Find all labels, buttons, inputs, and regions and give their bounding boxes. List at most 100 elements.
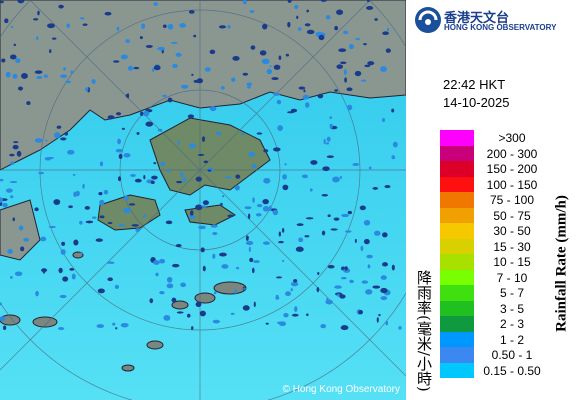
echo	[21, 72, 28, 79]
echo	[298, 86, 306, 90]
echo	[259, 50, 267, 56]
range-rings	[0, 0, 406, 400]
echo	[67, 149, 75, 155]
echo	[51, 37, 57, 40]
echo	[53, 132, 61, 139]
logo-en: HONG KONG OBSERVATORY	[444, 23, 557, 32]
echo	[177, 140, 180, 145]
legend-label: 10 - 15	[493, 255, 531, 269]
echo	[378, 313, 381, 317]
echo	[167, 23, 174, 30]
echo	[107, 115, 115, 120]
echo	[150, 180, 155, 185]
echo	[191, 326, 194, 330]
echo	[34, 70, 43, 74]
echo	[103, 189, 109, 195]
echo	[235, 266, 240, 270]
echo	[304, 235, 310, 238]
echo	[68, 205, 73, 209]
echo	[337, 293, 340, 297]
echo	[104, 11, 112, 16]
echo	[306, 29, 315, 35]
echo	[296, 15, 299, 20]
echo	[195, 301, 202, 308]
echo	[367, 61, 375, 66]
echo	[64, 132, 69, 136]
echo	[231, 77, 236, 82]
echo	[84, 206, 91, 210]
echo	[338, 48, 347, 53]
echo	[243, 287, 246, 290]
echo	[284, 291, 292, 297]
echo	[253, 260, 260, 263]
echo	[283, 312, 289, 318]
echo	[276, 99, 282, 105]
echo	[53, 199, 61, 205]
echo	[10, 25, 14, 29]
echo	[366, 0, 370, 3]
echo	[12, 73, 18, 79]
echo	[98, 192, 103, 196]
echo	[240, 132, 246, 135]
echo	[242, 72, 249, 76]
echo	[262, 23, 268, 30]
echo	[58, 267, 63, 274]
echo	[301, 174, 308, 179]
legend-label: 200 - 300	[486, 146, 538, 161]
echo	[162, 24, 167, 28]
echo	[256, 132, 263, 135]
echo	[35, 290, 39, 297]
echo	[99, 161, 104, 167]
echo	[220, 86, 225, 90]
legend-swatch	[440, 238, 474, 254]
new-territories	[149, 117, 271, 196]
legend-swatch	[440, 161, 474, 177]
echo	[188, 10, 195, 14]
echo	[336, 9, 344, 15]
echo	[246, 82, 253, 86]
echo	[381, 262, 388, 267]
echo	[320, 0, 327, 2]
echo	[334, 25, 339, 31]
echo	[309, 188, 313, 192]
legend-label: 50 - 75	[493, 208, 531, 223]
echo	[298, 237, 304, 243]
echo	[133, 66, 140, 70]
echo	[374, 230, 381, 236]
legend-swatch	[440, 223, 474, 239]
echo	[352, 162, 360, 166]
echo	[23, 237, 30, 242]
echo	[209, 106, 217, 112]
echo	[135, 228, 140, 232]
echo	[212, 319, 220, 324]
echo	[127, 66, 134, 71]
echo	[73, 239, 79, 246]
echo	[162, 94, 167, 98]
echo	[49, 49, 52, 54]
echo	[12, 141, 19, 144]
echo	[165, 220, 173, 225]
echo	[247, 85, 251, 89]
echo	[360, 245, 364, 252]
echo	[17, 0, 25, 4]
echo	[136, 132, 140, 135]
echo	[157, 46, 166, 51]
echo	[189, 210, 194, 217]
echo	[282, 174, 287, 180]
echo	[159, 291, 165, 295]
echo	[182, 177, 187, 183]
echo	[115, 327, 118, 330]
echo	[125, 39, 130, 44]
echo	[176, 180, 183, 184]
echo	[276, 321, 284, 325]
echo	[244, 206, 252, 210]
echo	[203, 160, 208, 164]
legend-swatch	[440, 269, 474, 285]
echo	[3, 325, 7, 331]
echo	[85, 220, 94, 224]
echo	[4, 18, 9, 24]
echo	[339, 294, 346, 299]
echo	[209, 49, 216, 55]
echo	[306, 313, 309, 317]
echo	[232, 55, 240, 61]
